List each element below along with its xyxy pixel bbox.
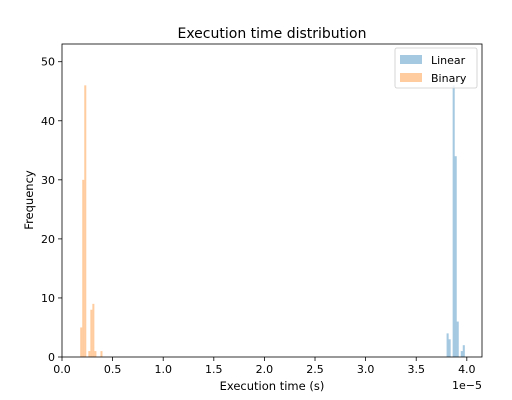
x-tick-label: 3.0 (357, 363, 375, 376)
x-axis-label: Execution time (s) (220, 379, 325, 393)
bar-linear-3 (454, 156, 457, 357)
bar-linear-1 (448, 339, 451, 357)
x-tick-label: 4.0 (458, 363, 476, 376)
x-tick-label: 1.5 (205, 363, 223, 376)
x-axis: 0.0 0.5 1.0 1.5 2.0 2.5 3.0 3.5 4.0 (53, 357, 476, 376)
y-tick-label: 10 (41, 292, 55, 305)
x-tick-label: 0.0 (53, 363, 71, 376)
legend-swatch-binary (400, 73, 422, 82)
y-tick-label: 50 (41, 56, 55, 69)
legend-label-binary: Binary (431, 72, 467, 85)
x-tick-label: 0.5 (104, 363, 122, 376)
bar-binary-4 (90, 309, 93, 357)
y-axis: 0 10 20 30 40 50 (41, 56, 62, 364)
x-tick-label: 2.5 (306, 363, 324, 376)
bar-binary-7 (100, 351, 103, 357)
chart-title: Execution time distribution (177, 26, 366, 42)
bar-binary-2 (84, 85, 87, 357)
y-tick-label: 30 (41, 174, 55, 187)
y-tick-label: 20 (41, 233, 55, 246)
legend-label-linear: Linear (431, 54, 466, 67)
legend: Linear Binary (394, 47, 478, 89)
bars-layer (80, 85, 465, 357)
y-tick-label: 40 (41, 115, 55, 128)
x-tick-label: 3.5 (407, 363, 425, 376)
bar-binary-5 (92, 303, 95, 357)
bar-linear-5 (460, 351, 463, 357)
bar-binary-1 (82, 179, 85, 357)
bar-linear-6 (462, 345, 465, 357)
bar-linear-0 (446, 333, 449, 357)
x-tick-label: 2.0 (256, 363, 274, 376)
bar-linear-2 (452, 85, 455, 357)
bar-binary-6 (94, 351, 97, 357)
x-offset-label: 1e−5 (452, 379, 482, 392)
plot-frame (61, 43, 483, 358)
y-axis-label: Frequency (22, 170, 36, 230)
legend-swatch-linear (400, 55, 422, 64)
bar-binary-0 (80, 327, 83, 357)
x-tick-label: 1.0 (154, 363, 172, 376)
bar-binary-3 (88, 351, 91, 357)
legend-box (394, 47, 478, 89)
bar-linear-4 (456, 321, 459, 357)
y-tick-label: 0 (48, 351, 55, 364)
